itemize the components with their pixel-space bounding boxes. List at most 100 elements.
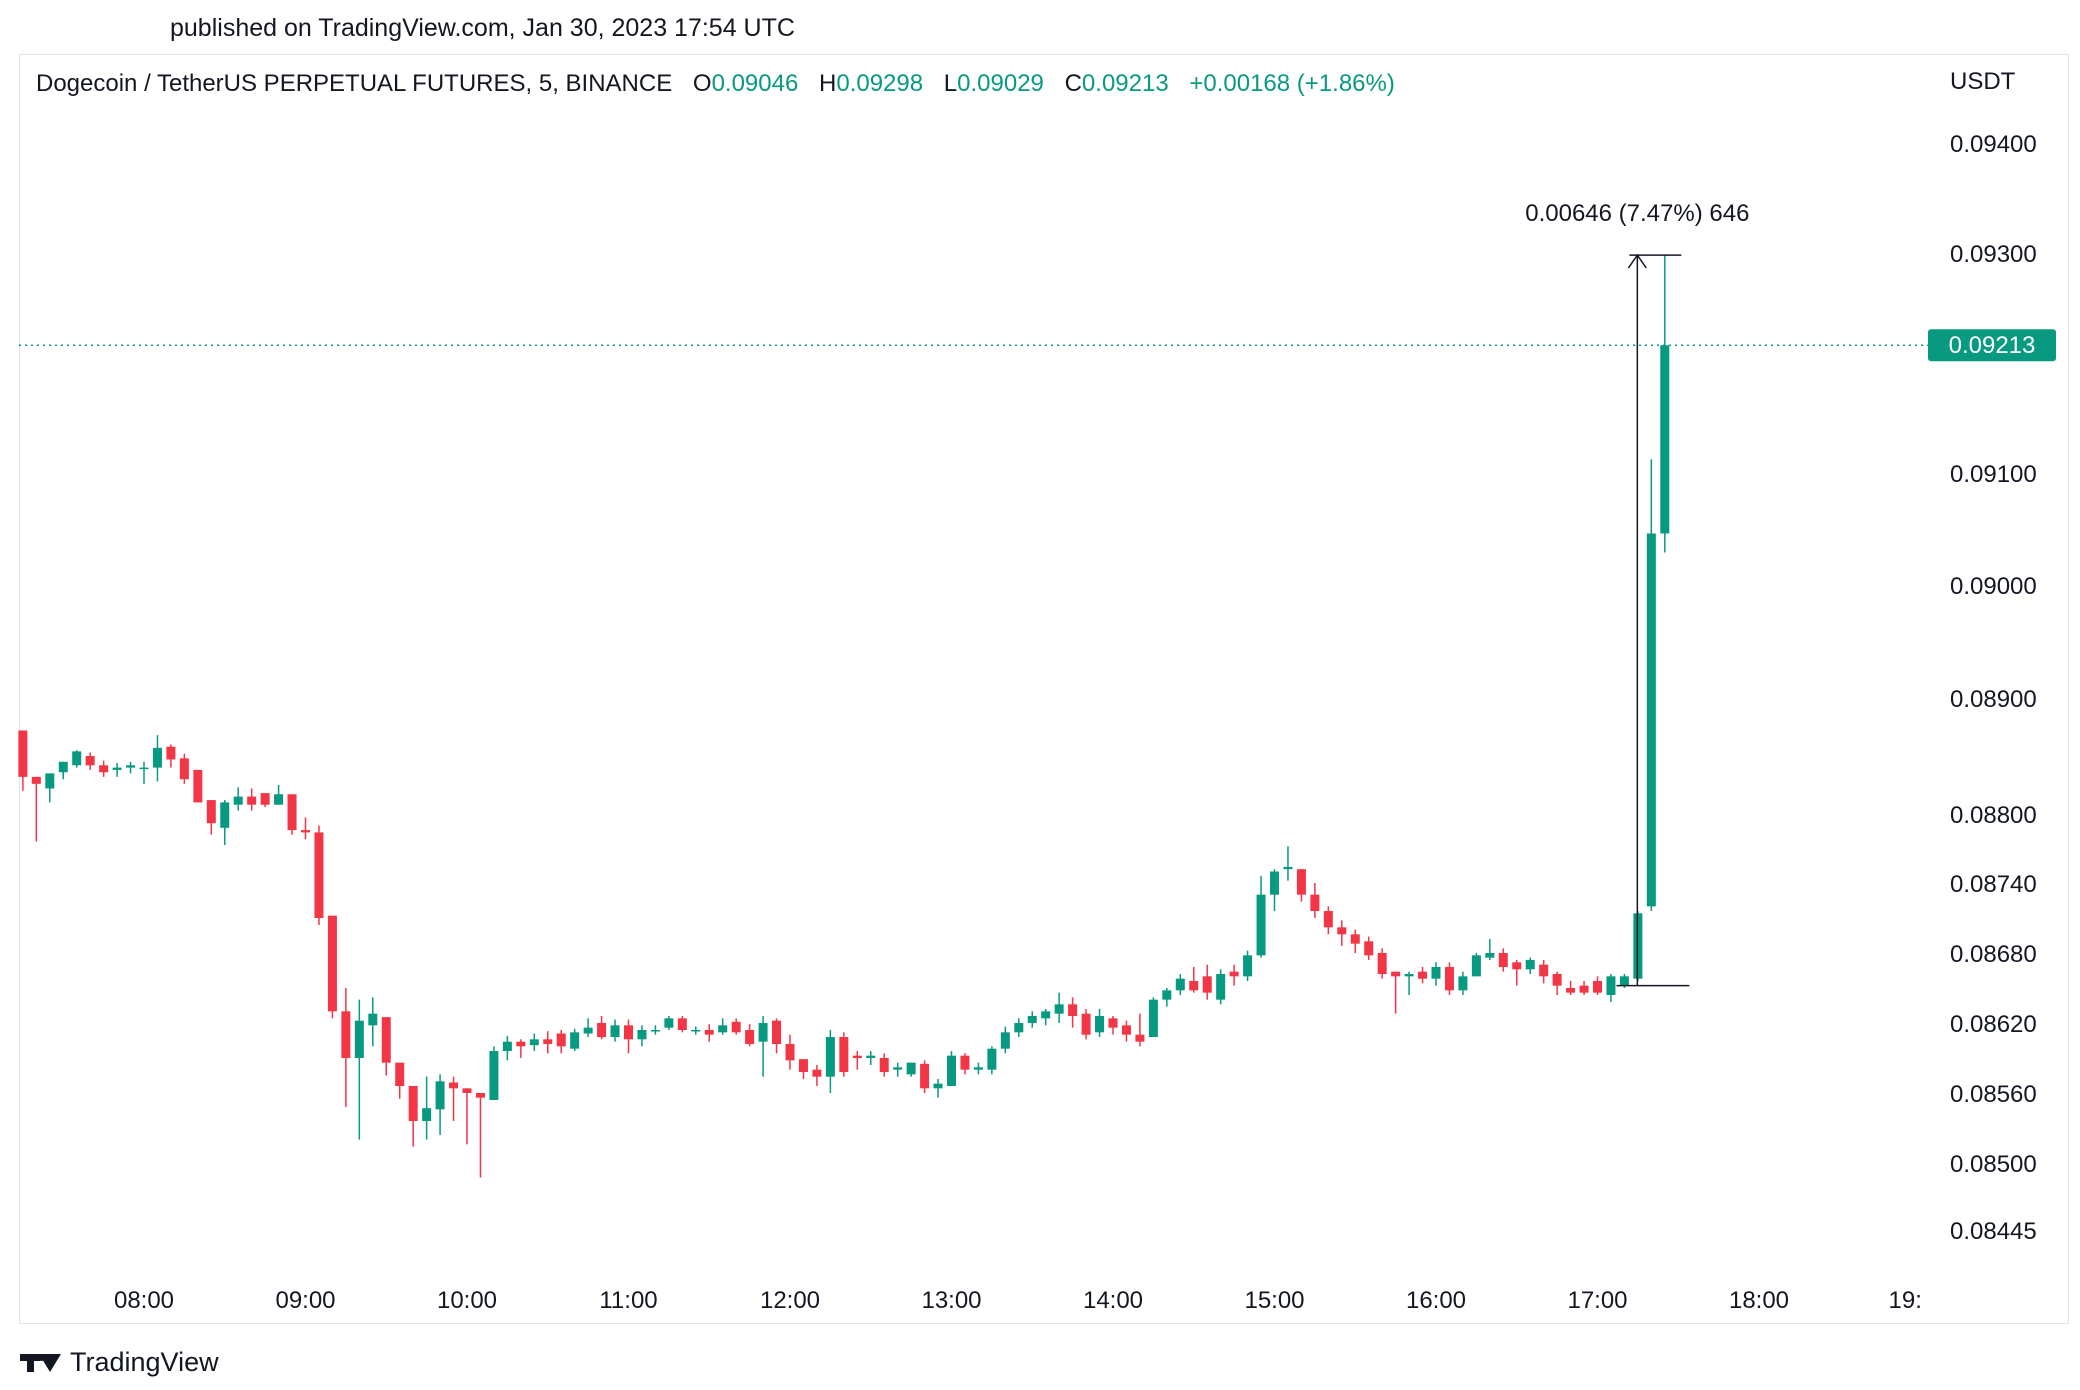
candle-body: [1471, 955, 1481, 977]
candle-body: [1095, 1016, 1105, 1033]
candle-body: [1027, 1016, 1037, 1023]
candle-body: [1498, 953, 1508, 967]
candle-body: [852, 1055, 862, 1058]
candle-body: [1337, 927, 1347, 935]
time-tick-label: 18:00: [1729, 1287, 1789, 1314]
candle-body: [193, 769, 203, 803]
candle-body: [610, 1025, 620, 1037]
time-tick-label: 19:: [1889, 1287, 1922, 1314]
candle-body: [1593, 981, 1602, 993]
candle-body: [1418, 971, 1428, 979]
candle-body: [1243, 955, 1253, 977]
candle-body: [1377, 953, 1387, 974]
candle-body: [1619, 976, 1629, 986]
candle-body: [1054, 1004, 1064, 1014]
price-axis[interactable]: 0.09400 0.09300 0.09100 0.09000 0.08900 0.088…: [1950, 131, 2037, 1245]
candle-body: [933, 1083, 943, 1089]
candle-body: [1485, 953, 1495, 958]
candle-body: [1068, 1004, 1078, 1016]
candle-body: [1579, 985, 1589, 993]
candle-body: [58, 761, 68, 773]
time-tick-label: 10:00: [437, 1287, 497, 1314]
candle-body: [516, 1041, 526, 1047]
candle-body: [1364, 941, 1374, 956]
time-tick-label: 11:00: [599, 1287, 657, 1314]
candle-body: [691, 1030, 701, 1032]
candle-body: [973, 1067, 983, 1070]
price-tick-label: 0.08445: [1950, 1218, 2037, 1245]
price-tick-label: 0.08740: [1950, 871, 2037, 898]
candle-body: [1135, 1034, 1145, 1042]
time-tick-label: 16:00: [1406, 1287, 1466, 1314]
candle-body: [1444, 967, 1454, 991]
candle-body: [301, 830, 310, 833]
candle-body: [1296, 869, 1306, 895]
price-range-measure[interactable]: 0.00646 (7.47%) 646: [1525, 200, 1749, 987]
time-tick-label: 14:00: [1083, 1287, 1143, 1314]
candle-body: [772, 1020, 782, 1044]
candle-body: [866, 1055, 876, 1058]
candle-body: [1660, 345, 1670, 534]
time-axis[interactable]: 08:00 09:00 10:00 11:00 12:00 13:00 14:00 15:00…: [114, 1287, 1922, 1314]
candle-body: [489, 1051, 499, 1100]
candle-body: [704, 1030, 714, 1035]
candle-body: [947, 1055, 956, 1086]
low-label: L: [943, 70, 958, 97]
candle-body: [812, 1069, 822, 1077]
candles: [18, 255, 1670, 1178]
candle-body: [45, 773, 55, 789]
measure-label: 0.00646 (7.47%) 646: [1525, 200, 1749, 227]
candle-body: [920, 1063, 930, 1089]
candle-body: [1148, 999, 1158, 1037]
candle-body: [99, 765, 109, 773]
candle-body: [381, 1017, 391, 1063]
symbol-title[interactable]: Dogecoin / TetherUS PERPETUAL FUTURES, 5…: [36, 70, 673, 97]
candle-body: [502, 1041, 512, 1051]
candle-body: [1512, 962, 1522, 970]
candle-body: [1646, 533, 1656, 907]
candle-body: [72, 751, 82, 766]
symbol-legend: Dogecoin / TetherUS PERPETUAL FUTURES, 5…: [36, 70, 1395, 98]
candle-body: [1404, 974, 1414, 977]
candle-body: [1391, 971, 1401, 977]
published-caption: published on TradingView.com, Jan 30, 20…: [170, 14, 795, 42]
price-tick-label: 0.08900: [1950, 686, 2037, 713]
candle-body: [556, 1033, 566, 1047]
candle-body: [1000, 1032, 1010, 1049]
candle-body: [570, 1032, 580, 1049]
candle-body: [543, 1039, 553, 1044]
price-tick-label: 0.08500: [1950, 1151, 2037, 1178]
candle-body: [327, 915, 337, 1012]
candle-body: [462, 1088, 472, 1093]
candle-body: [1202, 976, 1212, 993]
candle-body: [637, 1030, 647, 1040]
price-tick-label: 0.08560: [1950, 1081, 2037, 1108]
measure-arrow-head: [1627, 253, 1647, 269]
tradingview-logo-icon: [20, 1352, 62, 1374]
candle-body: [395, 1062, 405, 1086]
chart-frame: [19, 54, 2069, 1324]
close-value: 0.09213: [1081, 70, 1169, 97]
candle-body: [126, 765, 136, 768]
candle-body: [906, 1062, 916, 1075]
candle-body: [368, 1013, 378, 1026]
candle-body: [1108, 1018, 1118, 1028]
candle-body: [475, 1093, 485, 1098]
price-tick-label: 0.08800: [1950, 802, 2037, 829]
footer-brand[interactable]: TradingView: [20, 1347, 219, 1378]
candle-body: [1256, 894, 1266, 956]
candle-body: [664, 1018, 674, 1028]
price-tick-label: 0.09300: [1950, 241, 2037, 268]
candle-body: [1350, 934, 1360, 944]
time-tick-label: 08:00: [114, 1287, 174, 1314]
candle-body: [260, 793, 270, 805]
candle-body: [1552, 974, 1562, 986]
candle-body: [731, 1021, 741, 1033]
candle-body: [825, 1037, 835, 1077]
price-tick-label: 0.09000: [1950, 573, 2037, 600]
candle-body: [583, 1027, 593, 1034]
last-price-tag-label: 0.09213: [1949, 332, 2036, 359]
candle-body: [179, 758, 189, 780]
candle-body: [287, 794, 297, 831]
